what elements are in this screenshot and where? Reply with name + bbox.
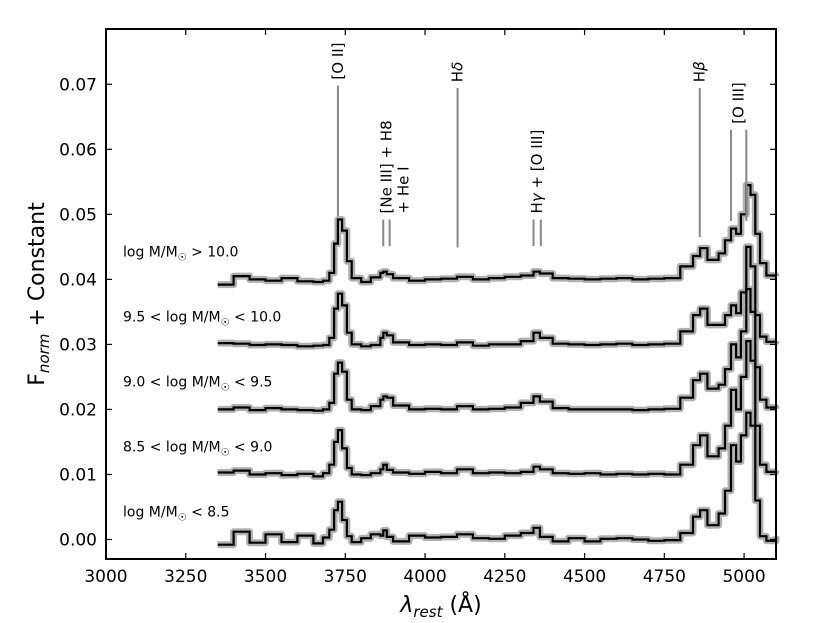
x-tick-label: 5000 (722, 567, 765, 587)
svg-text:[O II]: [O II] (329, 42, 347, 79)
x-tick-label: 3750 (324, 567, 367, 587)
error-band-0 (217, 181, 780, 289)
x-tick-label: 4250 (483, 567, 526, 587)
x-tick-label: 4000 (403, 567, 446, 587)
x-tick-label: 3250 (164, 567, 207, 587)
y-tick-label: 0.04 (59, 270, 97, 290)
svg-text:Hδ: Hδ (449, 62, 467, 82)
emission-line-label-2: Hδ (449, 62, 467, 82)
y-tick-label: 0.05 (59, 205, 97, 225)
y-tick-label: 0.00 (59, 530, 97, 550)
y-tick-label: 0.06 (59, 140, 97, 160)
emission-line-markers: [O II] [Ne III] + H8 + He I Hδ Hγ + [O III] H… (329, 42, 748, 248)
series-label-4: log M/M☉ < 8.5 (123, 505, 230, 524)
x-tick-label: 3000 (84, 567, 127, 587)
spectrum-line-1 (217, 245, 778, 348)
x-axis-title: λrest (Å) (399, 591, 481, 621)
svg-text:+ He I: + He I (394, 166, 412, 213)
series-labels: log M/M☉ > 10.0 9.5 < log M/M☉ < 10.0 9.0 … (123, 244, 281, 523)
x-tick-label: 4500 (563, 567, 606, 587)
spectrum-line-0 (217, 184, 778, 286)
emission-line-label-3: Hγ + [O III] (528, 130, 546, 214)
axes: 3000 3250 3500 3750 4000 4250 4500 4750 5000 0.00… (59, 29, 776, 587)
x-tick-label: 3500 (244, 567, 287, 587)
emission-line-label-1: [Ne III] + H8 + He I (377, 120, 412, 213)
y-tick-label: 0.01 (59, 465, 97, 485)
emission-line-label-4: Hβ (691, 61, 709, 82)
spectrum-lines (217, 184, 778, 546)
emission-line-label-0: [O II] (329, 42, 347, 79)
svg-text:Hβ: Hβ (691, 61, 709, 82)
spectrum-line-2 (217, 288, 778, 412)
series-label-3: 8.5 < log M/M☉ < 9.0 (123, 440, 272, 459)
svg-text:[O III]: [O III] (730, 82, 748, 124)
error-bands (217, 181, 780, 549)
svg-text:[Ne III] + H8: [Ne III] + H8 (377, 120, 395, 213)
spectrum-line-4 (217, 411, 778, 546)
plot-frame (105, 28, 777, 560)
emission-line-label-5: [O III] (730, 82, 748, 124)
y-tick-label: 0.07 (59, 75, 97, 95)
y-axis-title: Fnorm + Constant (25, 202, 53, 386)
x-tick-label: 4750 (643, 567, 686, 587)
y-tick-label: 0.03 (59, 335, 97, 355)
y-tick-label: 0.02 (59, 400, 97, 420)
spectrum-line-3 (217, 340, 778, 478)
series-label-0: log M/M☉ > 10.0 (123, 244, 238, 263)
svg-text:Hγ + [O III]: Hγ + [O III] (528, 130, 546, 214)
series-label-2: 9.0 < log M/M☉ < 9.5 (123, 374, 272, 393)
series-label-1: 9.5 < log M/M☉ < 10.0 (123, 309, 281, 328)
